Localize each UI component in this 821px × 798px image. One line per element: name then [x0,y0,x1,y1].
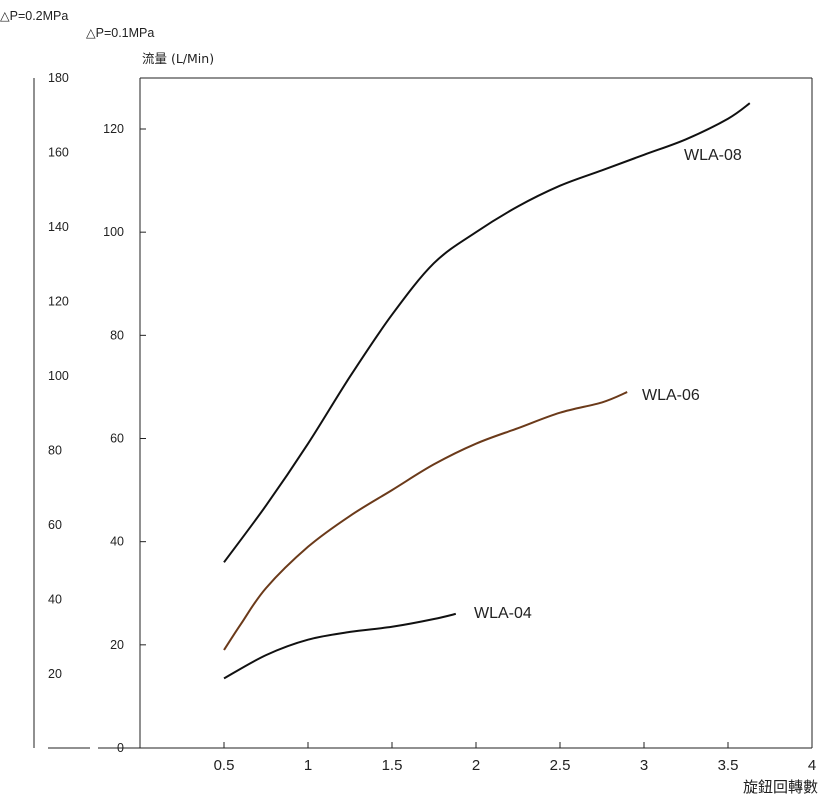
inner-y-tick-label: 120 [103,122,124,136]
inner-y-ticks: 0 20 40 60 80 100 120 [103,122,146,755]
inner-y-tick-label: 80 [110,328,124,342]
x-tick-label: 2 [472,757,480,774]
inner-y-tick-label: 40 [110,535,124,549]
outer-y-tick-label: 100 [48,369,69,383]
pressure-label-inner: △P=0.1MPa [86,26,154,40]
outer-y-tick-label: 40 [48,593,62,607]
x-tick-label: 1.5 [382,757,403,774]
pressure-label-outer: △P=0.2MPa [0,9,68,23]
series-layer: WLA-08 WLA-06 WLA-04 [223,102,751,680]
x-tick-label: 3 [640,757,648,774]
x-axis-label: 旋鈕回轉數 [743,778,818,796]
x-ticks: 0.5 1 1.5 2 2.5 3 3.5 4 [214,742,816,774]
outer-y-tick-label: 140 [48,220,69,234]
x-tick-label: 3.5 [718,757,739,774]
inner-y-tick-label: 0 [117,741,124,755]
x-tick-label: 1 [304,757,312,774]
outer-y-tick-label: 180 [48,71,69,85]
outer-y-tick-label: 20 [48,667,62,681]
inner-y-tick-label: 60 [110,432,124,446]
outer-y-tick-label: 80 [48,444,62,458]
outer-y-tick-label: 60 [48,518,62,532]
series-label-wla-08: WLA-08 [684,147,742,164]
inner-y-tick-label: 100 [103,225,124,239]
x-tick-label: 0.5 [214,757,235,774]
series-label-wla-06: WLA-06 [642,387,700,404]
series-line-wla-04 [223,612,457,680]
series-line-wla-06 [223,391,628,651]
y-axis-label: 流量 (L/Min) [142,51,214,66]
series-label-wla-04: WLA-04 [474,605,532,622]
x-tick-label: 4 [808,757,816,774]
outer-y-tick-label: 120 [48,295,69,309]
outer-y-ticks: 20 40 60 80 100 120 140 160 180 [48,71,69,681]
x-tick-label: 2.5 [550,757,571,774]
inner-y-tick-label: 20 [110,638,124,652]
series-line-wla-08 [223,102,751,563]
outer-y-tick-label: 160 [48,146,69,160]
